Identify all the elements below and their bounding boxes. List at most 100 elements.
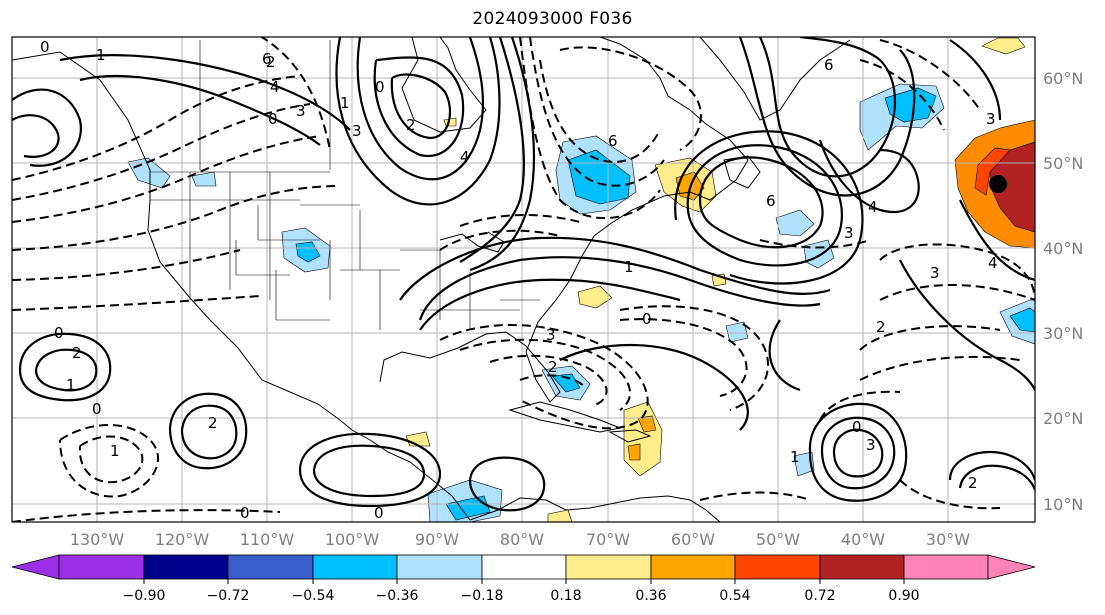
contour-label: 3 (866, 436, 876, 454)
colorbar-bin (396, 554, 483, 580)
colorbar (11, 554, 1036, 580)
dashed-contours (12, 37, 1035, 522)
shade-warm-ne-mid (974, 147, 1011, 196)
lat-label: 10°N (1043, 495, 1083, 514)
contour-label: 3 (930, 264, 940, 282)
contour-label: 0 (852, 418, 862, 436)
lon-label: 130°W (70, 530, 125, 549)
contour-label: 1 (96, 46, 106, 64)
lat-label: 30°N (1043, 324, 1083, 343)
black-dot-marker (989, 175, 1007, 193)
colorbar-bin (734, 554, 821, 580)
contour-label: 1 (340, 94, 350, 112)
coast-south-america (589, 495, 721, 522)
lon-label: 120°W (155, 530, 210, 549)
shade-deepblue-east-atlantic (1009, 307, 1035, 333)
contour-label: 4 (270, 78, 280, 96)
colorbar-tick-label: −0.72 (207, 588, 250, 604)
colorbar-bin (143, 554, 229, 580)
contour-label: 3 (986, 110, 996, 128)
contour-label: 6 (766, 192, 776, 210)
contour-label: 1 (110, 442, 120, 460)
longitude-labels: 130°W 120°W 110°W 100°W 90°W 80°W 70°W 6… (70, 530, 970, 549)
lon-label: 30°W (926, 530, 970, 549)
lon-label: 70°W (586, 530, 630, 549)
latitude-labels: 10°N 20°N 30°N 40°N 50°N 60°N (1043, 69, 1083, 514)
shade-yellow-ne-top (981, 37, 1026, 55)
lon-label: 110°W (240, 530, 295, 549)
contour-label: 0 (642, 310, 652, 328)
lat-label: 40°N (1043, 239, 1083, 258)
colorbar-tick-label: 0.54 (719, 588, 750, 604)
shade-orange-antilles-2 (627, 443, 641, 461)
contour-label: 3 (352, 122, 362, 140)
contour-label: 2 (72, 344, 82, 362)
coast-greenland (699, 37, 851, 121)
colorbar-tick-label: −0.36 (376, 588, 419, 604)
shade-yellow-small-2 (547, 509, 573, 522)
shade-blue-central-atlantic (775, 209, 815, 237)
colorbar-extend-high (987, 554, 1036, 580)
political-borders (150, 40, 540, 330)
colorbar-bin (565, 554, 652, 580)
contour-label: 4 (868, 198, 878, 216)
colorbar-bin (312, 554, 398, 580)
coast-hispaniola (608, 429, 652, 443)
shade-blue-central-atlantic-2 (803, 239, 835, 269)
contour-label: 3 (546, 326, 556, 344)
lon-label: 50°W (756, 530, 800, 549)
map-panel: 0 1 2 3 4 6 0 1 2 3 4 6 0 1 2 3 0 1 2 3 (11, 36, 1036, 523)
contour-label: 2 (266, 53, 276, 71)
colorbar-bin (650, 554, 736, 580)
lon-label: 90°W (415, 530, 459, 549)
colorbar-tick-label: 0.18 (550, 588, 581, 604)
contour-label: 1 (624, 258, 634, 276)
colorbar-bin (819, 554, 905, 580)
colorbar-tick-label: −0.18 (461, 588, 504, 604)
contour-label: 2 (406, 116, 416, 134)
lat-label: 50°N (1043, 154, 1083, 173)
map-title: 2024093000 F036 (472, 9, 633, 29)
coast-north-america-west (12, 51, 471, 521)
colorbar-bin (227, 554, 314, 580)
contour-label: 0 (374, 504, 384, 522)
solid-contours (12, 37, 1035, 512)
contour-label: 1 (66, 376, 76, 394)
colorbar-bin (903, 554, 989, 580)
shade-blue-small-3 (725, 321, 749, 343)
contour-label: 3 (296, 102, 306, 120)
map-frame (11, 36, 1036, 523)
contour-label: 0 (92, 400, 102, 418)
contour-label: 2 (968, 474, 978, 492)
contour-label: 4 (988, 254, 998, 272)
colorbar-tick-label: −0.90 (123, 588, 166, 604)
lat-label: 20°N (1043, 409, 1083, 428)
lon-label: 100°W (325, 530, 380, 549)
contour-label: 6 (262, 50, 272, 68)
colorbar-bin (58, 554, 145, 580)
contour-label: 0 (40, 38, 50, 56)
colorbar-extend-low (11, 554, 60, 580)
contour-label: 0 (240, 504, 250, 522)
contour-label: 2 (548, 358, 558, 376)
colorbar-tick-label: 0.72 (804, 588, 835, 604)
colorbar-tick-label: 0.90 (888, 588, 919, 604)
shade-warm-ne-core (989, 141, 1035, 233)
contour-label: 6 (824, 56, 834, 74)
lon-label: 80°W (500, 530, 544, 549)
contour-label: 0 (375, 78, 385, 96)
coastlines (12, 37, 851, 522)
contour-label: 4 (460, 148, 470, 166)
shade-deepblue-caribbean (551, 373, 581, 393)
contour-label: 1 (790, 448, 800, 466)
contour-labels: 0 1 2 3 4 6 0 1 2 3 4 6 0 1 2 3 0 1 2 3 (40, 38, 998, 522)
colorbar-tick-label: 0.36 (635, 588, 666, 604)
shade-deepblue-midatlantic (884, 87, 937, 123)
contour-label: 2 (876, 318, 886, 336)
contour-label: 0 (268, 110, 278, 128)
contour-label: 3 (844, 224, 854, 242)
contour-label: 0 (54, 324, 64, 342)
shade-deepblue-rockies (295, 241, 321, 263)
colorbar-ticks (143, 579, 905, 584)
